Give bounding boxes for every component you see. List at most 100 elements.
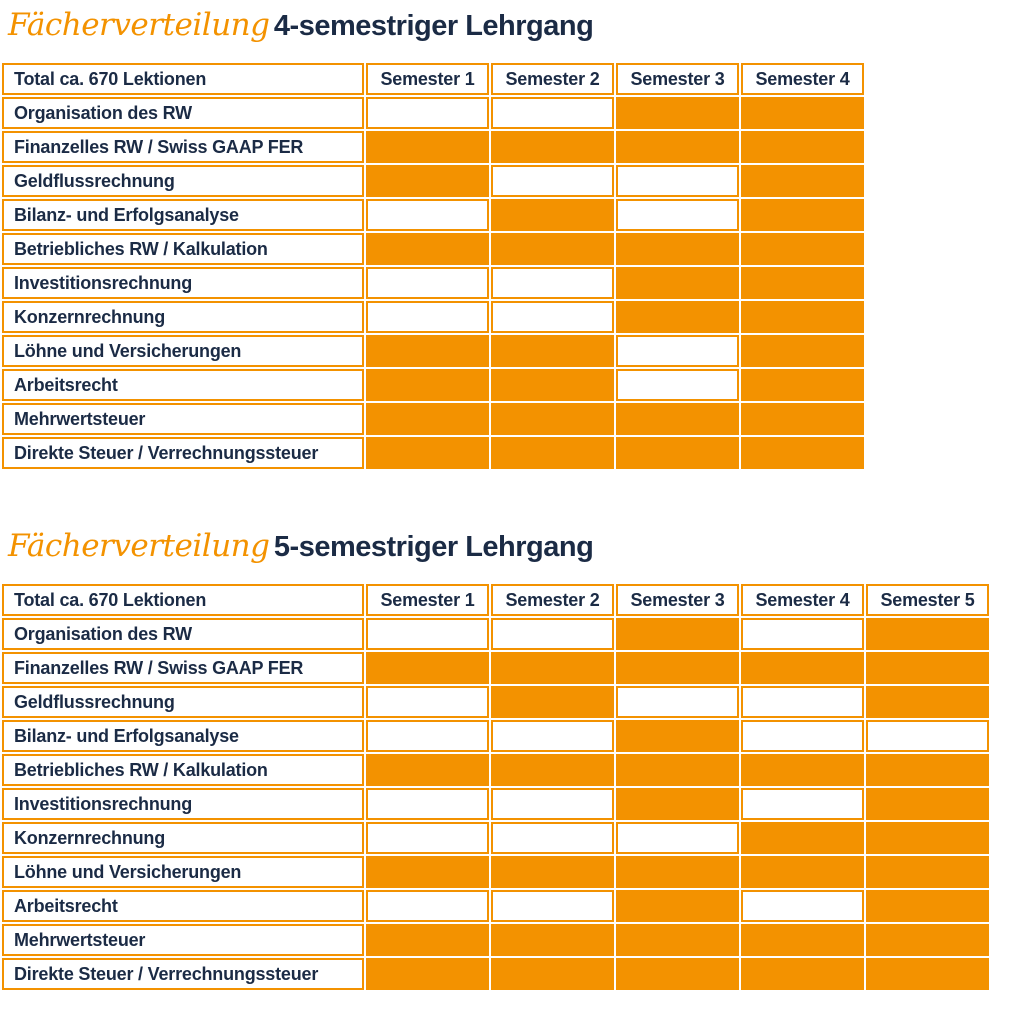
semester-cell-filled xyxy=(366,335,489,367)
table-row: Mehrwertsteuer xyxy=(2,403,864,435)
semester-cell-filled xyxy=(741,754,864,786)
semester-cell-empty xyxy=(616,686,739,718)
table-header: Total ca. 670 Lektionen Semester 1 Semest… xyxy=(2,584,989,616)
subject-label-cell: Direkte Steuer / Verrechnungssteuer xyxy=(2,437,364,469)
subject-label-cell: Arbeitsrecht xyxy=(2,369,364,401)
semester-cell-filled xyxy=(491,131,614,163)
semester-cell-filled xyxy=(366,165,489,197)
semester-cell-filled xyxy=(366,856,489,888)
semester-cell-filled xyxy=(616,233,739,265)
semester-header-4: Semester 4 xyxy=(741,63,864,95)
semester-cell-filled xyxy=(741,856,864,888)
semester-cell-empty xyxy=(366,788,489,820)
semester-cell-filled xyxy=(366,652,489,684)
semester-cell-filled xyxy=(616,131,739,163)
subject-label-cell: Löhne und Versicherungen xyxy=(2,856,364,888)
semester-cell-filled xyxy=(616,754,739,786)
semester-cell-filled xyxy=(491,403,614,435)
subject-label-cell: Finanzelles RW / Swiss GAAP FER xyxy=(2,131,364,163)
semester-header-2: Semester 2 xyxy=(491,584,614,616)
semester-cell-filled xyxy=(741,165,864,197)
subject-label-cell: Konzernrechnung xyxy=(2,822,364,854)
semester-cell-filled xyxy=(491,199,614,231)
table-row: Direkte Steuer / Verrechnungssteuer xyxy=(2,437,864,469)
semester-cell-filled xyxy=(741,267,864,299)
table-body: Organisation des RW Finanzelles RW / Swis… xyxy=(2,97,864,469)
semester-cell-filled xyxy=(866,686,989,718)
subject-label-cell: Betriebliches RW / Kalkulation xyxy=(2,233,364,265)
table-body: Organisation des RW Finanzelles RW / Swis… xyxy=(2,618,989,990)
semester-cell-filled xyxy=(741,437,864,469)
table-row: Direkte Steuer / Verrechnungssteuer xyxy=(2,958,989,990)
semester-cell-filled xyxy=(741,958,864,990)
semester-cell-filled xyxy=(616,958,739,990)
semester-cell-filled xyxy=(366,437,489,469)
subject-label-cell: Investitionsrechnung xyxy=(2,788,364,820)
brochure-page: Fächerverteilung 4-semestriger Lehrgang … xyxy=(0,6,1015,1018)
table-row: Organisation des RW xyxy=(2,618,989,650)
semester-cell-empty xyxy=(616,822,739,854)
table-row: Löhne und Versicherungen xyxy=(2,856,989,888)
subject-label-cell: Geldflussrechnung xyxy=(2,165,364,197)
table-row: Investitionsrechnung xyxy=(2,788,989,820)
semester-cell-filled xyxy=(616,437,739,469)
semester-cell-filled xyxy=(366,131,489,163)
semester-cell-empty xyxy=(366,618,489,650)
semester-distribution-table-4: Total ca. 670 Lektionen Semester 1 Semest… xyxy=(0,61,866,471)
table-row: Konzernrechnung xyxy=(2,822,989,854)
semester-cell-filled xyxy=(741,301,864,333)
title-bold: 5-semestriger Lehrgang xyxy=(273,531,594,563)
subject-label-cell: Mehrwertsteuer xyxy=(2,403,364,435)
semester-cell-filled xyxy=(491,754,614,786)
semester-cell-filled xyxy=(616,924,739,956)
header-row: Total ca. 670 Lektionen Semester 1 Semest… xyxy=(2,584,989,616)
semester-header-3: Semester 3 xyxy=(616,63,739,95)
semester-cell-empty xyxy=(491,618,614,650)
semester-cell-filled xyxy=(866,958,989,990)
section-title: Fächerverteilung 5-semestriger Lehrgang xyxy=(0,527,1015,571)
table-row: Geldflussrechnung xyxy=(2,686,989,718)
semester-cell-filled xyxy=(866,822,989,854)
semester-cell-filled xyxy=(616,618,739,650)
semester-cell-filled xyxy=(491,369,614,401)
subject-label-cell: Mehrwertsteuer xyxy=(2,924,364,956)
table-row: Mehrwertsteuer xyxy=(2,924,989,956)
semester-cell-filled xyxy=(741,652,864,684)
semester-cell-empty xyxy=(741,686,864,718)
table-row: Organisation des RW xyxy=(2,97,864,129)
semester-cell-filled xyxy=(741,199,864,231)
subject-label-cell: Bilanz- und Erfolgsanalyse xyxy=(2,720,364,752)
semester-distribution-table-5: Total ca. 670 Lektionen Semester 1 Semest… xyxy=(0,582,991,992)
semester-cell-filled xyxy=(741,131,864,163)
semester-cell-filled xyxy=(616,788,739,820)
semester-cell-filled xyxy=(866,754,989,786)
semester-cell-empty xyxy=(491,788,614,820)
semester-cell-filled xyxy=(491,924,614,956)
semester-cell-filled xyxy=(491,335,614,367)
subject-label-cell: Organisation des RW xyxy=(2,618,364,650)
semester-header-2: Semester 2 xyxy=(491,63,614,95)
semester-cell-empty xyxy=(366,97,489,129)
semester-cell-filled xyxy=(866,924,989,956)
title-italic: Fächerverteilung xyxy=(8,7,270,43)
semester-cell-filled xyxy=(616,890,739,922)
semester-header-1: Semester 1 xyxy=(366,63,489,95)
semester-cell-filled xyxy=(741,97,864,129)
semester-cell-empty xyxy=(741,618,864,650)
semester-cell-empty xyxy=(616,335,739,367)
semester-cell-filled xyxy=(866,890,989,922)
semester-cell-empty xyxy=(741,890,864,922)
semester-cell-filled xyxy=(616,301,739,333)
header-row: Total ca. 670 Lektionen Semester 1 Semest… xyxy=(2,63,864,95)
section-title: Fächerverteilung 4-semestriger Lehrgang xyxy=(0,6,1015,50)
semester-cell-filled xyxy=(616,652,739,684)
semester-cell-filled xyxy=(491,233,614,265)
table-row: Betriebliches RW / Kalkulation xyxy=(2,233,864,265)
semester-cell-filled xyxy=(866,856,989,888)
semester-cell-filled xyxy=(741,335,864,367)
semester-cell-filled xyxy=(616,267,739,299)
subject-label-cell: Direkte Steuer / Verrechnungssteuer xyxy=(2,958,364,990)
semester-cell-empty xyxy=(616,165,739,197)
semester-cell-filled xyxy=(366,233,489,265)
total-lektionen-header: Total ca. 670 Lektionen xyxy=(2,63,364,95)
